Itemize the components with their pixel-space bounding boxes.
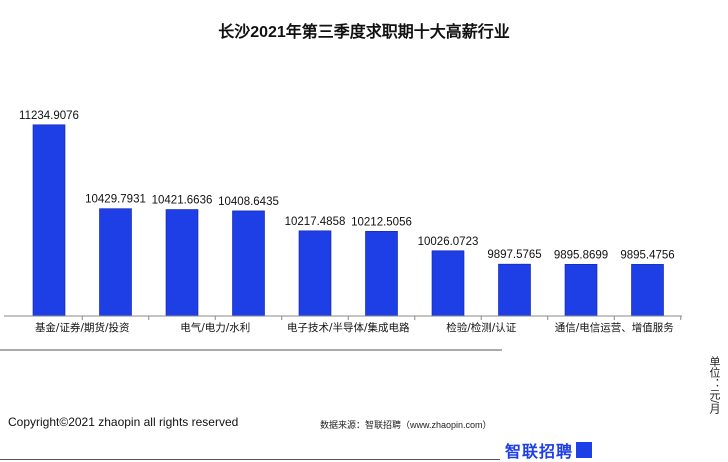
bar-value-label: 11234.9076 (19, 110, 79, 122)
copyright-text: Copyright©2021 zhaopin all rights reserv… (8, 415, 239, 429)
bar (564, 264, 598, 317)
bar-value-label: 10429.7931 (85, 194, 146, 206)
chart-title: 长沙2021年第三季度求职期十大高薪行业 (218, 24, 510, 41)
bar (498, 263, 531, 317)
value-labels-group: 11234.9076 10429.7931 10421.6636 10408.6435… (19, 110, 675, 262)
data-source-text: 数据来源：智联招聘（www.zhaopin.com） (320, 420, 492, 430)
bar (165, 209, 199, 317)
bottom-rule (0, 459, 500, 460)
bar (431, 250, 465, 317)
category-label: 电子技术/半导体/集成电路 (287, 321, 410, 334)
bar-value-label: 9895.4756 (620, 249, 674, 261)
bar (631, 264, 664, 317)
bar-value-label: 9897.5765 (487, 249, 541, 261)
category-label: 通信/电信运营、增值服务 (555, 321, 675, 334)
category-labels-group: 基金/证券/期货/投资 电气/电力/水利 电子技术/半导体/集成电路 检验/检测/认证… (35, 321, 674, 334)
brand-square-icon (576, 442, 593, 458)
bar-value-label: 10421.6636 (152, 195, 213, 207)
brand-logo: 智联招聘 (505, 438, 593, 462)
bar-value-label: 10408.6435 (218, 196, 279, 208)
bar (298, 230, 332, 317)
bar-value-label: 10212.5056 (351, 216, 412, 228)
bar (365, 231, 398, 317)
bar (32, 124, 66, 317)
category-label: 电气/电力/水利 (180, 321, 250, 334)
bars-group (32, 124, 664, 317)
category-label: 基金/证券/期货/投资 (35, 321, 130, 334)
bar-value-label: 10217.4858 (285, 216, 346, 228)
bar-value-label: 9895.8699 (554, 249, 608, 261)
category-label: 检验/检测/认证 (446, 321, 517, 334)
bar-value-label: 10026.0723 (418, 236, 479, 248)
bar (232, 210, 265, 317)
x-axis-ticks (81, 316, 682, 320)
unit-label: 单位：元/月 (708, 356, 720, 415)
brand-text: 智联招聘 (505, 444, 574, 461)
bar (99, 208, 132, 317)
